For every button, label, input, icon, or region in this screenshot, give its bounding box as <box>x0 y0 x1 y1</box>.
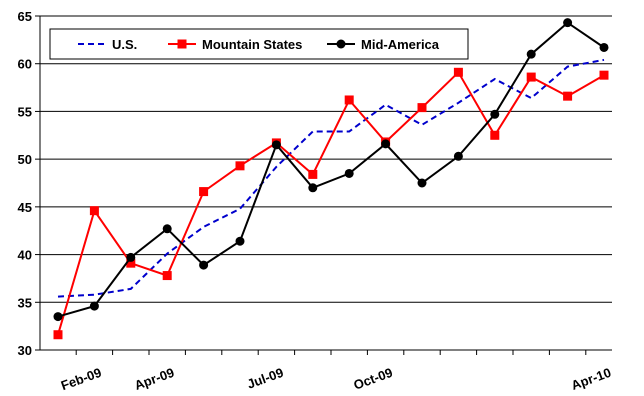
y-tick-label: 30 <box>18 343 32 358</box>
data-point <box>526 49 536 59</box>
data-point <box>235 236 245 246</box>
data-point <box>599 70 609 80</box>
data-point <box>308 169 318 179</box>
data-point <box>526 72 536 82</box>
y-tick-label: 35 <box>18 295 32 310</box>
data-point <box>89 206 99 216</box>
legend-swatch-marker <box>336 39 346 49</box>
data-point <box>563 91 573 101</box>
y-axis-ticks: 30 35 40 45 50 55 60 65 <box>18 9 40 358</box>
data-point <box>53 330 63 340</box>
axes <box>39 16 612 351</box>
data-point <box>89 301 99 311</box>
x-tick-label: Jul-09 <box>245 365 285 392</box>
data-point <box>308 183 318 193</box>
data-point <box>53 312 63 322</box>
data-point <box>199 187 209 197</box>
y-tick-label: 65 <box>18 9 32 24</box>
data-point <box>199 260 209 270</box>
legend-label: Mountain States <box>202 37 302 52</box>
data-point <box>271 140 281 150</box>
data-point <box>599 42 609 52</box>
y-tick-label: 55 <box>18 104 32 119</box>
legend-label: Mid-America <box>361 37 440 52</box>
data-point <box>126 252 136 262</box>
y-tick-label: 50 <box>18 152 32 167</box>
legend-swatch-marker <box>177 39 187 49</box>
x-tick-label: Feb-09 <box>59 365 104 393</box>
x-tick-label: Oct-09 <box>351 365 394 393</box>
series-group <box>53 18 609 340</box>
series-line-0 <box>57 58 605 298</box>
y-tick-label: 60 <box>18 57 32 72</box>
data-point <box>381 139 391 149</box>
x-tick-label: Apr-10 <box>569 365 613 393</box>
data-point <box>417 103 427 113</box>
series-line-1 <box>57 70 605 335</box>
x-axis-ticks: Feb-09 Apr-09 Jul-09 Oct-09 Apr-10 <box>59 350 613 393</box>
legend-label: U.S. <box>112 37 137 52</box>
data-point <box>162 271 172 281</box>
data-point <box>417 178 427 188</box>
data-point <box>162 224 172 234</box>
series-line-2 <box>57 21 605 318</box>
y-tick-label: 40 <box>18 248 32 263</box>
data-point <box>126 258 136 268</box>
data-point <box>490 130 500 140</box>
data-point <box>453 151 463 161</box>
legend: U.S. Mountain States Mid-America <box>49 28 469 60</box>
legend-box <box>49 28 469 60</box>
data-point <box>563 18 573 28</box>
x-tick-label: Apr-09 <box>132 365 176 393</box>
data-point <box>344 95 354 105</box>
data-point <box>235 161 245 171</box>
y-tick-label: 45 <box>18 200 32 215</box>
data-point <box>453 67 463 77</box>
data-point <box>344 168 354 178</box>
data-point <box>490 109 500 119</box>
